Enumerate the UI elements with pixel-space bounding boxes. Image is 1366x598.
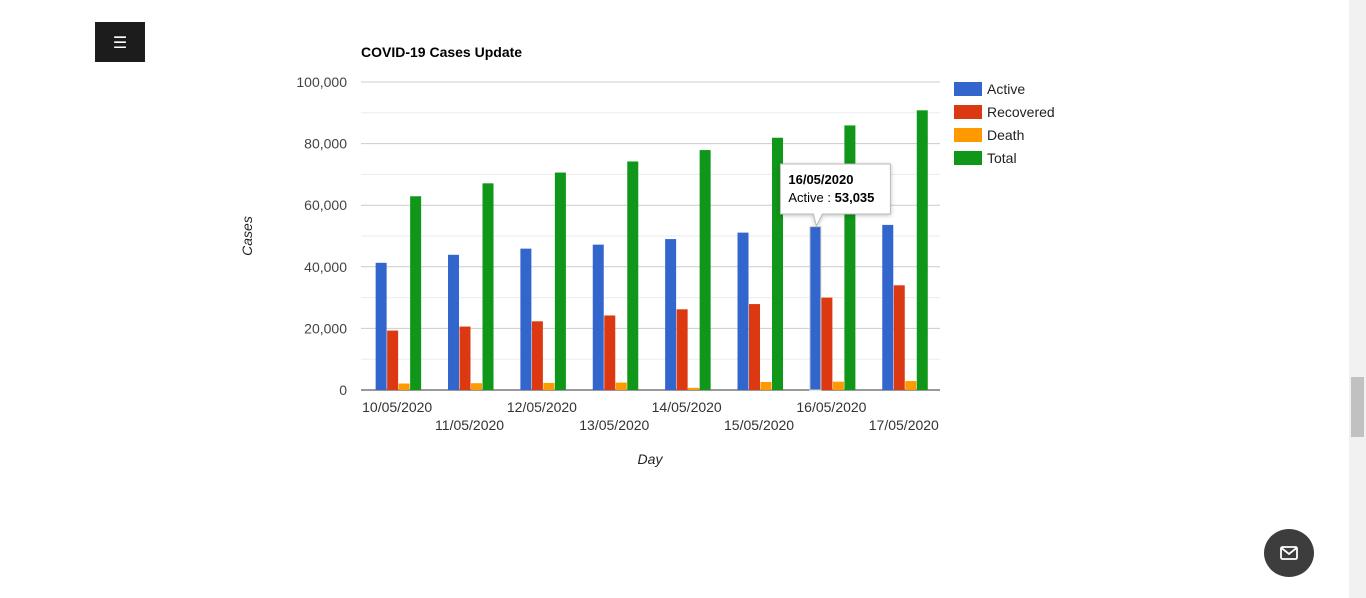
legend-swatch xyxy=(954,82,982,96)
bar-total[interactable] xyxy=(627,161,639,390)
mail-icon xyxy=(1280,546,1298,560)
bar-death[interactable] xyxy=(688,387,700,390)
menu-button[interactable]: ☰ xyxy=(95,22,145,62)
bar-total[interactable] xyxy=(699,150,711,390)
x-tick-label: 14/05/2020 xyxy=(652,399,722,415)
bar-recovered[interactable] xyxy=(387,330,399,390)
bar-active[interactable] xyxy=(448,254,460,390)
y-tick-label: 100,000 xyxy=(296,74,347,90)
bar-active[interactable] xyxy=(665,239,677,390)
x-tick-label: 11/05/2020 xyxy=(435,417,504,433)
x-axis-label: Day xyxy=(638,451,664,467)
legend-label-death[interactable]: Death xyxy=(987,127,1024,143)
bar-recovered[interactable] xyxy=(604,315,616,390)
bar-death[interactable] xyxy=(543,382,555,390)
chart-tooltip: 16/05/2020 Active : 53,035 xyxy=(779,163,891,228)
scrollbar[interactable] xyxy=(1349,0,1366,598)
bar-death[interactable] xyxy=(832,381,844,390)
y-tick-label: 20,000 xyxy=(304,320,347,336)
x-tick-label: 12/05/2020 xyxy=(507,399,577,415)
legend-swatch xyxy=(954,105,982,119)
x-tick-label: 13/05/2020 xyxy=(579,417,649,433)
bar-total[interactable] xyxy=(554,172,566,390)
bar-recovered[interactable] xyxy=(459,326,471,390)
x-tick-label: 17/05/2020 xyxy=(869,417,939,433)
bar-recovered[interactable] xyxy=(531,321,543,390)
tooltip-box xyxy=(779,163,891,228)
bar-active[interactable] xyxy=(737,232,749,390)
x-tick-label: 15/05/2020 xyxy=(724,417,794,433)
tooltip-value: Active : 53,035 xyxy=(788,190,874,205)
bar-total[interactable] xyxy=(772,137,784,390)
scrollbar-thumb[interactable] xyxy=(1351,377,1364,437)
y-tick-label: 80,000 xyxy=(304,136,347,152)
legend-swatch xyxy=(954,151,982,165)
legend-label-recovered[interactable]: Recovered xyxy=(987,104,1055,120)
bar-recovered[interactable] xyxy=(749,304,761,390)
y-tick-label: 0 xyxy=(339,382,347,398)
bar-total[interactable] xyxy=(410,196,422,390)
bar-recovered[interactable] xyxy=(676,309,688,390)
legend-label-active[interactable]: Active xyxy=(987,81,1025,97)
bar-active[interactable] xyxy=(375,262,387,390)
bar-total[interactable] xyxy=(916,110,928,390)
bar-total[interactable] xyxy=(844,125,856,390)
bar-active[interactable] xyxy=(882,224,894,390)
bar-active[interactable] xyxy=(809,226,822,391)
tooltip-category: 16/05/2020 xyxy=(788,172,853,187)
legend-swatch xyxy=(954,128,982,142)
bar-death[interactable] xyxy=(398,383,410,390)
bar-recovered[interactable] xyxy=(821,297,833,390)
x-tick-label: 10/05/2020 xyxy=(362,399,432,415)
bar-total[interactable] xyxy=(482,183,494,390)
bar-death[interactable] xyxy=(760,381,772,390)
bar-recovered[interactable] xyxy=(893,285,905,390)
chart-title: COVID-19 Cases Update xyxy=(361,44,522,60)
x-tick-label: 16/05/2020 xyxy=(796,399,866,415)
hamburger-icon: ☰ xyxy=(112,32,128,52)
y-tick-label: 40,000 xyxy=(304,259,347,275)
bar-death[interactable] xyxy=(905,381,917,390)
y-axis-label: Cases xyxy=(239,216,255,256)
contact-button[interactable] xyxy=(1264,529,1314,577)
bar-active[interactable] xyxy=(592,244,604,390)
legend-label-total[interactable]: Total xyxy=(987,150,1017,166)
bar-death[interactable] xyxy=(615,382,627,390)
bar-active[interactable] xyxy=(520,248,532,390)
y-tick-label: 60,000 xyxy=(304,197,347,213)
bar-death[interactable] xyxy=(471,383,483,390)
